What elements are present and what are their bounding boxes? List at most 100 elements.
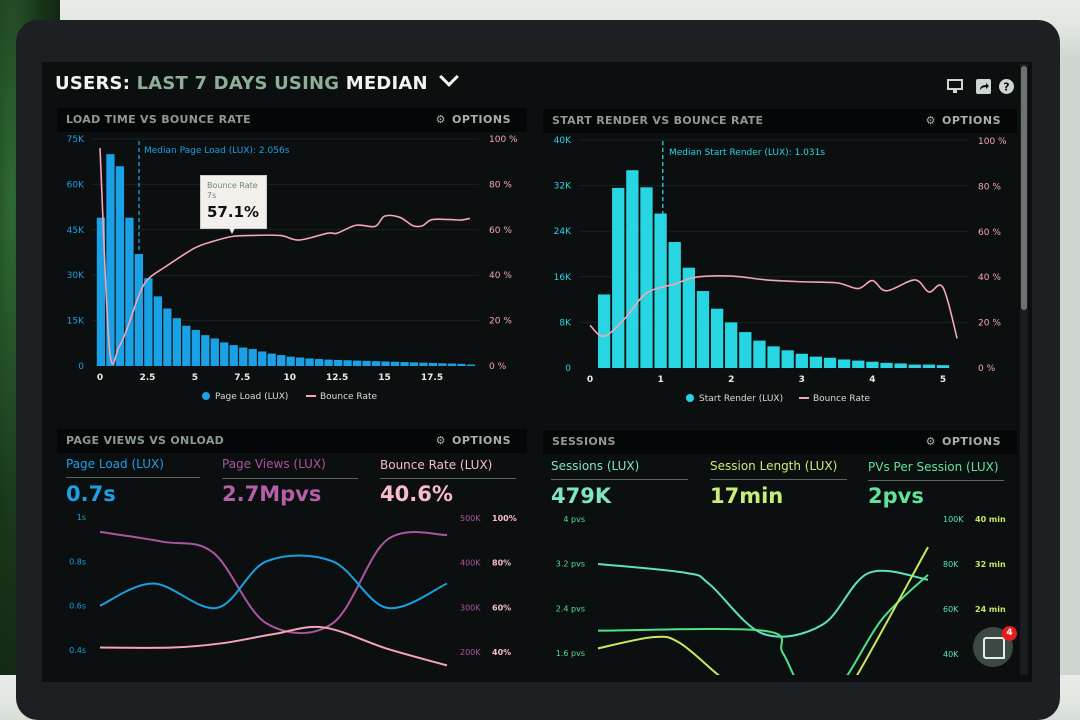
histogram-bar: [295, 357, 305, 366]
panel-header-sessions: SESSIONS ⚙ OPTIONS: [543, 430, 1017, 454]
y2-tick-label: 100 %: [489, 135, 518, 145]
y-tick-label: 0: [565, 364, 571, 374]
y-tick-label: 0: [78, 362, 84, 372]
title-users: USERS:: [55, 73, 131, 94]
cursor-pointer-icon: [228, 226, 236, 234]
y2-tick-label: 60 %: [978, 228, 1001, 238]
y-tick-label: 100K: [943, 515, 964, 524]
divider: [710, 479, 847, 480]
histogram-bar: [153, 296, 163, 366]
histogram-bar: [314, 359, 324, 366]
y-tick-label: 2.4 pvs: [556, 604, 585, 613]
title-using: USING: [274, 73, 340, 94]
metric-label-sessions: Sessions (LUX): [551, 459, 640, 473]
divider: [222, 478, 358, 479]
y-tick-label: 24K: [554, 227, 572, 237]
y2-tick-label: 60 %: [489, 226, 512, 236]
page-title[interactable]: USERS: LAST 7 DAYS USING MEDIAN: [55, 67, 460, 94]
monitor-icon[interactable]: [947, 79, 963, 94]
y-tick-label: 0.6s: [69, 602, 86, 611]
y-tick-label: 32 min: [975, 560, 1006, 569]
help-icon[interactable]: ?: [998, 79, 1014, 94]
y-tick-label: 1.6 pvs: [556, 649, 585, 658]
histogram-bar: [115, 166, 125, 366]
x-tick-label: 2.5: [139, 373, 155, 383]
histogram-bar: [668, 242, 681, 368]
histogram-bar: [795, 353, 808, 368]
notification-badge: 4: [1002, 626, 1017, 641]
x-tick-label: 12.5: [326, 373, 348, 383]
series-line-page-load-lux: [99, 554, 448, 610]
options-label: OPTIONS: [942, 114, 1001, 127]
histogram-bar: [725, 322, 738, 368]
histogram-bar: [612, 187, 625, 368]
histogram-bar: [248, 349, 257, 366]
histogram-bar: [767, 346, 780, 368]
y2-tick-label: 20 %: [489, 317, 512, 327]
x-tick-label: 10: [283, 373, 296, 383]
histogram-bar: [696, 291, 710, 368]
y-tick-label: 24 min: [975, 605, 1006, 614]
histogram-bar: [597, 294, 611, 368]
panel-title: LOAD TIME VS BOUNCE RATE: [66, 113, 251, 126]
histogram-bar: [239, 347, 248, 366]
bounce-rate-line: [99, 148, 471, 365]
histogram-bar: [809, 356, 823, 368]
y-tick-label: 32K: [554, 182, 572, 192]
y-tick-label: 40%: [492, 648, 511, 657]
histogram-bar: [381, 361, 390, 366]
histogram-bar: [163, 308, 172, 366]
panel-header-load-time: LOAD TIME VS BOUNCE RATE ⚙ OPTIONS: [57, 108, 527, 132]
y2-tick-label: 100 %: [978, 137, 1007, 147]
scrollbar-thumb[interactable]: [1021, 66, 1027, 310]
histogram-bar: [428, 362, 438, 366]
gear-icon: ⚙: [435, 113, 446, 126]
y-tick-label: 1s: [77, 513, 86, 522]
chat-icon[interactable]: [983, 637, 1005, 659]
options-button[interactable]: ⚙ OPTIONS: [926, 114, 1001, 127]
y-tick-label: 30K: [67, 271, 85, 281]
histogram-bar: [922, 364, 936, 368]
y-tick-label: 200K: [460, 648, 481, 657]
scrollbar-track[interactable]: [1020, 64, 1028, 675]
series-line-pvs-per-session-lux: [597, 574, 929, 675]
metric-label-page-load: Page Load (LUX): [66, 457, 164, 471]
gear-icon: ⚙: [925, 114, 936, 127]
options-button[interactable]: ⚙ OPTIONS: [436, 434, 511, 447]
options-button[interactable]: ⚙ OPTIONS: [926, 435, 1001, 448]
histogram-bar: [838, 359, 851, 368]
histogram-bar: [172, 318, 181, 366]
y-tick-label: 15K: [67, 317, 85, 327]
chart-tooltip: Bounce Rate 7s 57.1%: [200, 175, 267, 229]
y-tick-label: 4 pvs: [563, 515, 585, 524]
y-tick-label: 0.8s: [69, 557, 86, 566]
x-tick-label: 2: [728, 375, 734, 385]
histogram-bar: [305, 358, 314, 366]
y-tick-label: 40 min: [975, 515, 1006, 524]
x-tick-label: 0: [587, 375, 593, 385]
tooltip-series: Bounce Rate: [207, 181, 258, 190]
histogram-bar: [753, 340, 766, 368]
metric-value-bounce-rate: 40.6%: [380, 482, 453, 506]
histogram-bar: [134, 254, 144, 366]
metric-label-page-views: Page Views (LUX): [222, 457, 326, 471]
y2-tick-label: 0 %: [489, 362, 507, 372]
y-tick-label: 60K: [67, 180, 85, 190]
histogram-bar: [894, 363, 907, 368]
histogram-bar: [390, 361, 400, 366]
legend-label: Start Render (LUX): [699, 394, 783, 404]
metric-label-pvs-per-session: PVs Per Session (LUX): [868, 460, 999, 474]
y-tick-label: 40K: [554, 136, 572, 146]
histogram-bar: [96, 217, 106, 366]
legend-label: Page Load (LUX): [215, 392, 288, 402]
share-icon[interactable]: [975, 79, 991, 94]
histogram-bar: [400, 362, 409, 366]
options-button[interactable]: ⚙ OPTIONS: [436, 113, 511, 126]
histogram-bar: [626, 170, 639, 368]
series-line-session-length-lux: [597, 546, 929, 675]
histogram-bar: [466, 364, 476, 366]
x-tick-label: 17.5: [421, 373, 443, 383]
y-tick-label: 3.2 pvs: [556, 560, 585, 569]
y-tick-label: 16K: [554, 273, 572, 283]
